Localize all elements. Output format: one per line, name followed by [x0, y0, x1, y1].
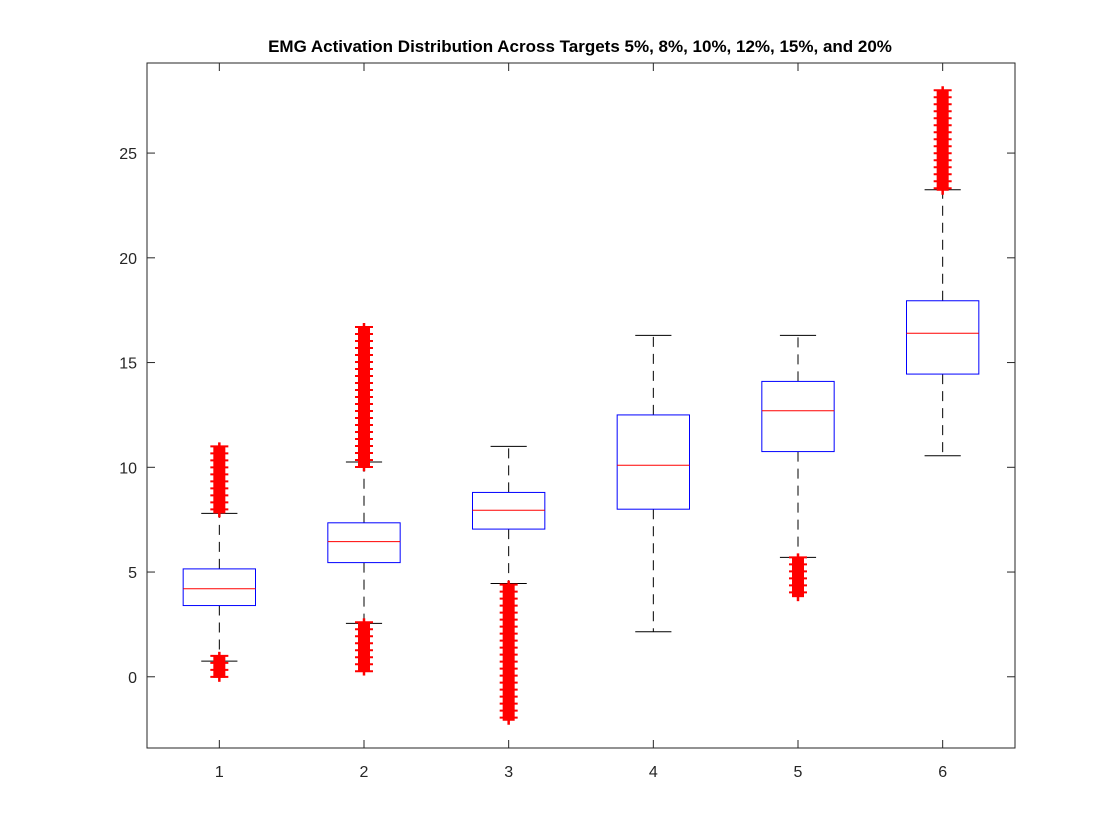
- box: [327, 522, 401, 564]
- y-tick-label: 15: [119, 356, 137, 373]
- box-group-3: [472, 445, 546, 585]
- box-group-5: [761, 334, 835, 558]
- x-tick-label: 3: [504, 764, 513, 781]
- box: [906, 300, 980, 375]
- box: [182, 568, 257, 607]
- chart-title: EMG Activation Distribution Across Targe…: [268, 37, 892, 56]
- y-tick-label: 10: [119, 460, 137, 477]
- box-group-1: [182, 512, 257, 662]
- outliers-high: [933, 86, 952, 195]
- x-tick-label: 2: [360, 764, 369, 781]
- x-tick-label: 4: [649, 764, 658, 781]
- x-tick-label: 5: [794, 764, 803, 781]
- box: [472, 491, 546, 530]
- outliers-low: [789, 553, 807, 602]
- plot-area: [182, 86, 980, 725]
- box-group-2: [327, 461, 401, 624]
- x-tick-label: 1: [215, 764, 224, 781]
- outliers-high: [355, 322, 373, 472]
- box: [616, 414, 691, 510]
- y-tick-label: 5: [128, 565, 137, 582]
- y-tick-label: 0: [128, 670, 137, 687]
- axis-ticks: 0 5 10 15 20 25 1 2 3 4 5 6: [119, 63, 1015, 781]
- box: [761, 380, 835, 453]
- axes-frame: [146, 62, 1016, 749]
- box-group-6: [906, 189, 980, 457]
- y-tick-label: 20: [119, 251, 137, 268]
- outliers-low: [499, 580, 518, 725]
- outliers-high: [210, 442, 229, 518]
- box-group-4: [616, 334, 691, 633]
- outliers-low: [355, 618, 373, 676]
- outliers-low: [210, 651, 229, 682]
- x-tick-label: 6: [938, 764, 947, 781]
- y-tick-label: 25: [119, 146, 137, 163]
